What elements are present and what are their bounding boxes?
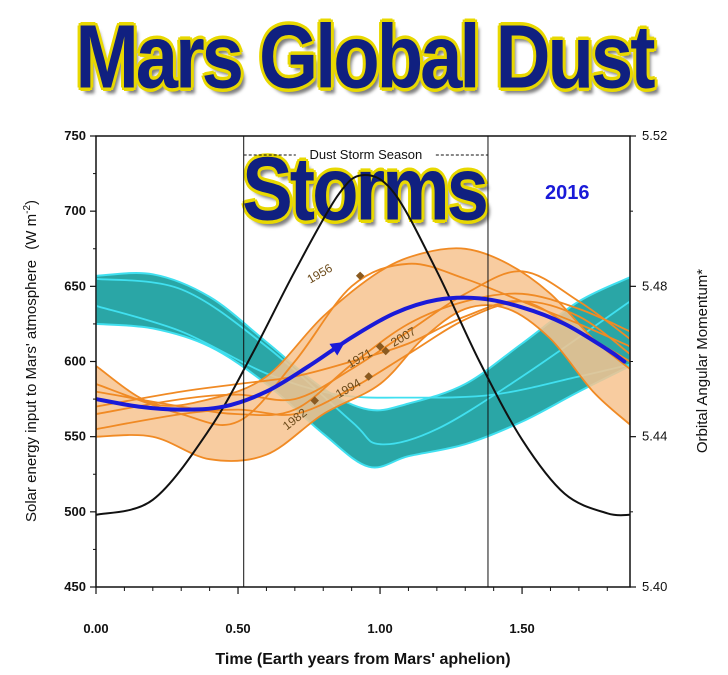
cyan-line-1 (96, 277, 630, 446)
marker-2007 (381, 346, 390, 356)
ytick-label-left-450: 450 (64, 579, 86, 594)
marker-1971 (375, 342, 385, 351)
marker-1994 (364, 372, 373, 381)
line-2016-arrowhead (329, 341, 345, 356)
line-2016 (96, 295, 627, 412)
marker-1956 (355, 271, 365, 281)
orange-line-1971 (96, 270, 630, 415)
ytick-label-left-700: 700 (64, 203, 86, 218)
orange-line-2007 (96, 300, 630, 408)
season-label: Dust Storm Season (309, 147, 422, 162)
xtick-label-1.00: 1.00 (367, 621, 392, 636)
dust-storm-season-bracket: Dust Storm Season (243, 136, 489, 587)
ytick-label-right-5.48: 5.48 (642, 278, 667, 293)
xtick-label-0.50: 0.50 (225, 621, 250, 636)
ytick-label-left-650: 650 (64, 278, 86, 293)
ytick-label-left-750: 750 (64, 128, 86, 143)
ytick-label-left-600: 600 (64, 354, 86, 369)
ytick-label-right-5.44: 5.44 (642, 429, 667, 444)
axes: 450 500 550 600 650 700 750 5.40 5.44 5.48 5.52 0.0… (64, 128, 667, 636)
xtick-label-1.50: 1.50 (509, 621, 534, 636)
x-axis-title: Time (Earth years from Mars' aphelion) (215, 651, 510, 668)
cyan-line-2 (96, 305, 630, 399)
year-label-1956: 1956 (305, 261, 335, 287)
orange-line-1994 (96, 300, 630, 430)
ytick-label-left-550: 550 (64, 429, 86, 444)
solar-energy-line (96, 174, 630, 517)
ytick-label-right-5.52: 5.52 (642, 128, 667, 143)
y-axis-left-title: Solar energy input to Mars' atmosphere (… (22, 200, 40, 522)
ytick-label-left-500: 500 (64, 504, 86, 519)
y-axis-left-title-text: Solar energy input to Mars' atmosphere (23, 260, 40, 522)
y-axis-left-unit-sup: -2 (22, 205, 33, 214)
highlight-year-label: 2016 (545, 182, 590, 204)
ytick-label-right-5.40: 5.40 (642, 579, 667, 594)
svg-text:Solar energy input to Mars' at: Solar energy input to Mars' atmosphere (… (22, 200, 40, 522)
page-title: Mars Global Dust Storms (75, 7, 656, 240)
marker-1982 (310, 396, 319, 405)
xtick-label-0.00: 0.00 (83, 621, 108, 636)
y-axis-right-title: Orbital Angular Momentum* (694, 269, 711, 453)
y-axis-left-unit: (W m (23, 214, 40, 250)
